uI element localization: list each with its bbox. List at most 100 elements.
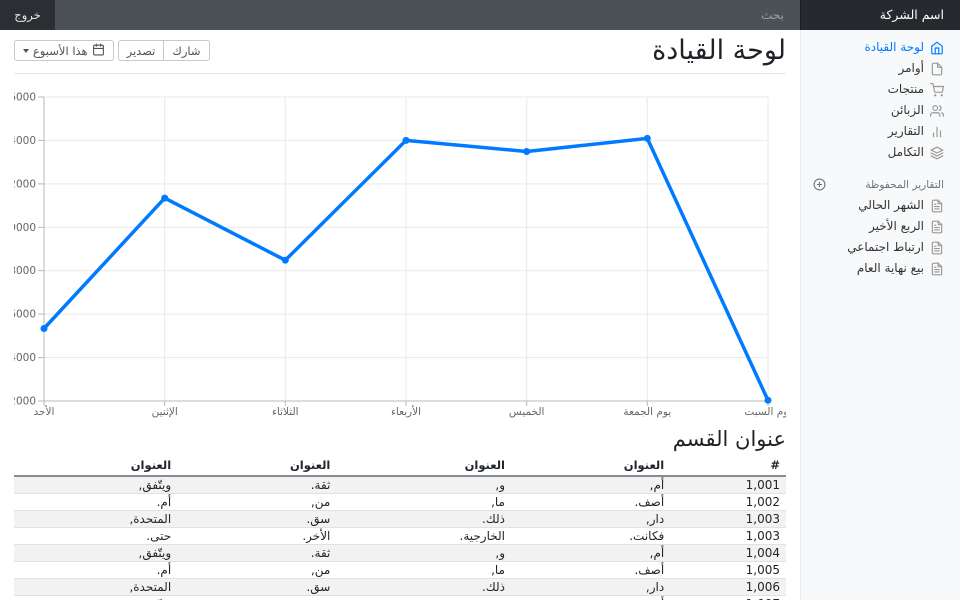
- table-cell: أصف.: [510, 492, 671, 511]
- sidebar-item-label: منتجات: [887, 82, 924, 96]
- page-title: لوحة القيادة: [652, 35, 786, 66]
- table-cell: و,: [336, 594, 511, 600]
- table-cell: من,: [177, 492, 337, 511]
- table-cell: ويتّفق,: [14, 594, 178, 600]
- users-icon: [930, 104, 944, 118]
- table-cell: أم.: [14, 560, 178, 579]
- table-row: 1,003 دار, ذلك. سق. المتحدة,: [14, 509, 786, 528]
- search-input[interactable]: [55, 0, 800, 30]
- sidebar: لوحة القيادة أوامر منتجات الزبائن التقارير ال…: [800, 30, 960, 600]
- table-cell: أم.: [14, 492, 178, 511]
- table-cell: 1,006: [670, 577, 786, 596]
- sidebar-item[interactable]: الزبائن: [801, 100, 960, 121]
- home-icon: [930, 41, 944, 55]
- sidebar-item[interactable]: الشهر الحالي: [801, 195, 960, 216]
- table-row: 1,001 أم, و, ثقة. ويتّفق,: [14, 475, 786, 494]
- saved-reports-nav: الشهر الحالي الربع الأخير ارتباط اجتماعي بي…: [801, 195, 960, 279]
- share-export-group: شارك تصدير: [117, 40, 210, 62]
- table-cell: فكانت.: [510, 526, 671, 545]
- table-cell: ذلك.: [336, 509, 511, 528]
- export-button[interactable]: تصدير: [117, 40, 165, 62]
- svg-text:يوم السبت: يوم السبت: [744, 406, 786, 418]
- table-cell: دار,: [510, 509, 671, 528]
- table-cell: ثقة.: [177, 594, 337, 600]
- table-cell: سق.: [177, 509, 337, 528]
- saved-reports-heading: التقارير المحفوظة: [865, 178, 944, 191]
- svg-text:الأربعاء: الأربعاء: [391, 405, 421, 418]
- week-label: هذا الأسبوع: [33, 43, 88, 58]
- sidebar-item[interactable]: أوامر: [801, 58, 960, 79]
- table-cell: ثقة.: [177, 543, 337, 562]
- table-cell: الخارجية.: [336, 526, 511, 545]
- svg-text:24000: 24000: [14, 135, 36, 147]
- table-cell: و,: [336, 475, 511, 494]
- sidebar-item-label: ارتباط اجتماعي: [847, 240, 924, 254]
- file-icon: [930, 62, 944, 76]
- table-cell: ما,: [336, 492, 511, 511]
- sidebar-item[interactable]: منتجات: [801, 79, 960, 100]
- table-cell: أم,: [510, 543, 671, 562]
- column-header: العنوان: [336, 455, 511, 477]
- table-cell: ما,: [336, 560, 511, 579]
- svg-text:16000: 16000: [14, 308, 36, 320]
- svg-text:الثلاثاء: الثلاثاء: [272, 406, 299, 418]
- column-header: العنوان: [510, 455, 671, 477]
- toolbar: شارك تصدير هذا الأسبوع: [14, 40, 210, 62]
- section-title: عنوان القسم: [672, 426, 786, 451]
- sidebar-item-label: بيع نهاية العام: [856, 261, 924, 275]
- table-cell: سق.: [177, 577, 337, 596]
- sidebar-item[interactable]: لوحة القيادة: [801, 37, 960, 58]
- data-table: # العنوان العنوان العنوان العنوان 1,001 أم, و,…: [14, 455, 786, 600]
- sidebar-item-label: لوحة القيادة: [864, 40, 925, 54]
- sidebar-item-label: أوامر: [898, 61, 924, 75]
- shopping-cart-icon: [930, 82, 944, 97]
- table-cell: 1,003: [670, 509, 786, 528]
- sales-chart: 12000 14000 16000 18000 20000 22000 24000 26000…: [14, 83, 786, 421]
- table-row: 1,007أم,و,ثقة.ويتّفق,: [14, 594, 786, 600]
- svg-text:12000: 12000: [14, 395, 36, 407]
- table-cell: 1,007: [670, 594, 786, 600]
- table-cell: حتى.: [14, 526, 178, 545]
- sidebar-item[interactable]: ارتباط اجتماعي: [801, 237, 960, 258]
- sidebar-item[interactable]: الربع الأخير: [801, 216, 960, 237]
- share-button[interactable]: شارك: [163, 40, 210, 62]
- table-cell: 1,004: [670, 543, 786, 562]
- table-cell: المتحدة,: [14, 509, 178, 528]
- file-text-icon: [930, 199, 944, 213]
- table-header-row: # العنوان العنوان العنوان العنوان: [14, 455, 786, 477]
- table-cell: أم,: [510, 475, 671, 494]
- saved-reports-header: التقارير المحفوظة: [801, 163, 960, 195]
- sidebar-item[interactable]: بيع نهاية العام: [801, 258, 960, 279]
- svg-text:20000: 20000: [14, 221, 36, 233]
- sidebar-item-label: الربع الأخير: [869, 219, 924, 233]
- svg-text:الإثنين: الإثنين: [152, 406, 178, 418]
- sidebar-item[interactable]: التكامل: [801, 142, 960, 163]
- svg-text:18000: 18000: [14, 265, 36, 277]
- bar-chart-icon: [930, 125, 944, 139]
- week-dropdown-button[interactable]: هذا الأسبوع: [14, 40, 114, 62]
- svg-text:الخميس: الخميس: [509, 406, 545, 418]
- sidebar-item-label: التقارير: [887, 124, 924, 138]
- table-row: 1,004 أم, و, ثقة. ويتّفق,: [14, 543, 786, 562]
- table-cell: من,: [177, 560, 337, 579]
- table-cell: ثقة.: [177, 475, 337, 494]
- table-cell: 1,003: [670, 526, 786, 545]
- file-text-icon: [930, 220, 944, 234]
- file-text-icon: [930, 262, 944, 276]
- svg-text:يوم الجمعة: يوم الجمعة: [623, 406, 671, 418]
- column-header: العنوان: [14, 455, 178, 477]
- table-cell: و,: [336, 543, 511, 562]
- top-navbar: اسم الشركة خروج: [0, 0, 960, 30]
- table-cell: 1,005: [670, 560, 786, 579]
- caret-down-icon: [23, 48, 29, 53]
- table-cell: ويتّفق,: [14, 475, 178, 494]
- table-cell: 1,002: [670, 492, 786, 511]
- table-cell: المتحدة,: [14, 577, 178, 596]
- sidebar-item-label: الزبائن: [890, 103, 924, 117]
- sidebar-item[interactable]: التقارير: [801, 121, 960, 142]
- brand[interactable]: اسم الشركة: [800, 0, 960, 30]
- plus-circle-icon[interactable]: [813, 178, 826, 191]
- table-cell: 1,001: [670, 475, 786, 494]
- table-cell: أصف.: [510, 560, 671, 579]
- signout-link[interactable]: خروج: [0, 0, 55, 30]
